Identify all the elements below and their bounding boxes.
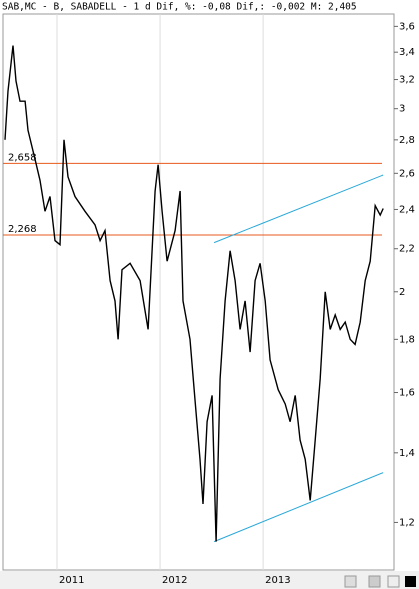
x-tick-label: 2011 [59, 575, 84, 586]
y-tick-label: 1,4 [399, 448, 415, 459]
y-tick-label: 3,6 [399, 21, 415, 32]
tool-button[interactable] [368, 575, 381, 588]
trend-line [213, 472, 384, 543]
chart-title: SAB,MC - B, SABADELL - 1 d Dif, %: -0,08… [2, 2, 357, 13]
x-tick-label: 2013 [265, 575, 290, 586]
y-tick-label: 3,4 [399, 47, 415, 58]
y-tick-label: 1,8 [399, 334, 415, 345]
x-tick-label: 2012 [162, 575, 187, 586]
horizontal-line-label: 2,268 [8, 224, 37, 235]
y-tick-label: 1,2 [399, 517, 415, 528]
y-tick-label: 2 [399, 287, 405, 298]
tool-button[interactable] [344, 575, 357, 588]
y-tick-label: 2,2 [399, 244, 415, 255]
y-tick-label: 2,4 [399, 204, 415, 215]
y-tick-label: 3 [399, 104, 405, 115]
tool-button[interactable] [387, 575, 400, 588]
y-tick-label: 2,6 [399, 168, 415, 179]
trend-line [213, 174, 384, 244]
y-tick-label: 2,8 [399, 135, 415, 146]
horizontal-line-label: 2,658 [8, 152, 37, 163]
x-axis-band [0, 571, 419, 589]
y-tick-label: 1,6 [399, 388, 415, 399]
tool-button[interactable] [405, 576, 416, 587]
y-tick-label: 3,2 [399, 75, 415, 86]
price-line [4, 45, 384, 542]
toolbar [344, 575, 416, 588]
